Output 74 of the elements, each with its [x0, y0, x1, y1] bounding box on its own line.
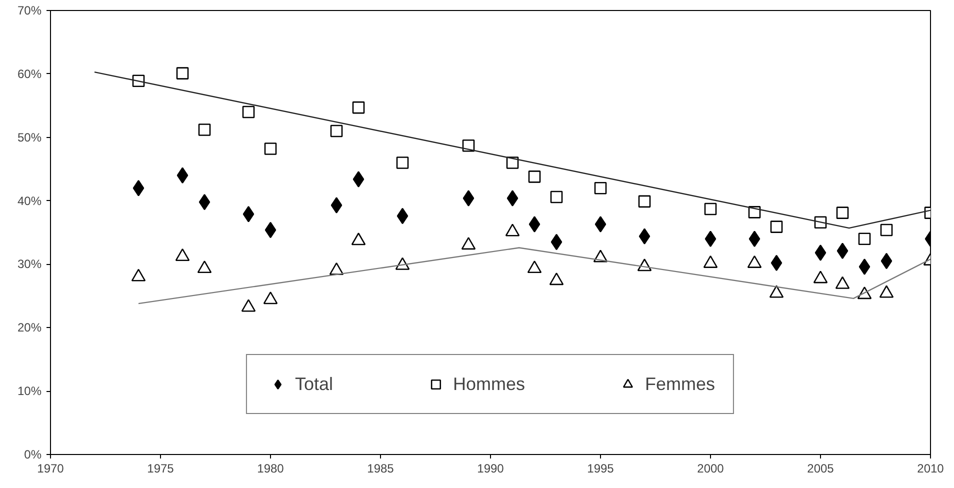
point: [594, 182, 607, 194]
point: [131, 268, 146, 282]
x-tick-label: 1980: [257, 462, 284, 476]
point: [527, 260, 542, 274]
point: [396, 208, 408, 224]
y-tick-label: 50%: [17, 130, 42, 144]
x-tick-label: 1995: [587, 462, 614, 476]
point: [263, 292, 278, 304]
point: [528, 216, 540, 232]
point: [858, 258, 870, 275]
point: [461, 237, 476, 250]
y-tick-label: 70%: [17, 4, 42, 18]
point: [704, 202, 717, 216]
y-tick-label: 60%: [17, 66, 42, 81]
point: [769, 285, 784, 298]
point: [176, 167, 188, 184]
point: [836, 242, 848, 260]
point: [770, 254, 782, 272]
x-tick-label: 1970: [37, 462, 64, 476]
point: [352, 101, 365, 114]
point: [197, 260, 212, 274]
x-tick-label: 1990: [477, 462, 504, 476]
point: [748, 230, 760, 247]
point: [241, 299, 256, 312]
point: [242, 206, 254, 222]
point: [198, 124, 211, 136]
point: [352, 171, 364, 188]
point: [858, 232, 871, 245]
point: [462, 190, 474, 206]
x-tick-label: 2005: [807, 462, 834, 476]
x-tick-label: 2000: [697, 462, 724, 476]
point: [242, 106, 255, 118]
point: [880, 224, 893, 236]
point: [770, 220, 783, 233]
point: [638, 195, 651, 208]
point: [550, 234, 562, 250]
y-tick-label: 10%: [17, 384, 42, 398]
x-tick-label: 1975: [147, 462, 174, 476]
legend-label: Femmes: [645, 374, 716, 394]
legend-label: Total: [294, 374, 333, 394]
x-tick-label: 1985: [367, 462, 394, 476]
point: [747, 255, 762, 268]
point: [813, 270, 828, 284]
point: [176, 67, 189, 80]
point: [594, 216, 606, 232]
point: [528, 170, 541, 183]
point: [835, 276, 850, 289]
y-tick-label: 30%: [17, 257, 42, 272]
point: [175, 248, 190, 262]
point: [132, 180, 144, 196]
point: [351, 232, 366, 246]
point: [264, 142, 277, 155]
point: [836, 206, 849, 219]
point: [505, 224, 520, 236]
point: [198, 194, 210, 210]
legend-label: Hommes: [453, 374, 526, 394]
point: [704, 230, 716, 247]
point: [330, 124, 343, 138]
point: [814, 244, 826, 261]
point: [506, 190, 518, 206]
point: [880, 252, 892, 270]
point: [264, 222, 276, 238]
y-tick-label: 0%: [24, 448, 42, 462]
x-tick-label: 2010: [917, 462, 944, 476]
y-tick-label: 40%: [17, 194, 42, 208]
line-series: [138, 247, 930, 304]
point: [550, 190, 563, 204]
point: [549, 272, 564, 286]
point: [330, 197, 342, 214]
point: [638, 228, 650, 244]
point: [396, 156, 409, 169]
point: [879, 285, 894, 298]
point: [703, 255, 718, 268]
y-tick-label: 20%: [17, 320, 42, 335]
